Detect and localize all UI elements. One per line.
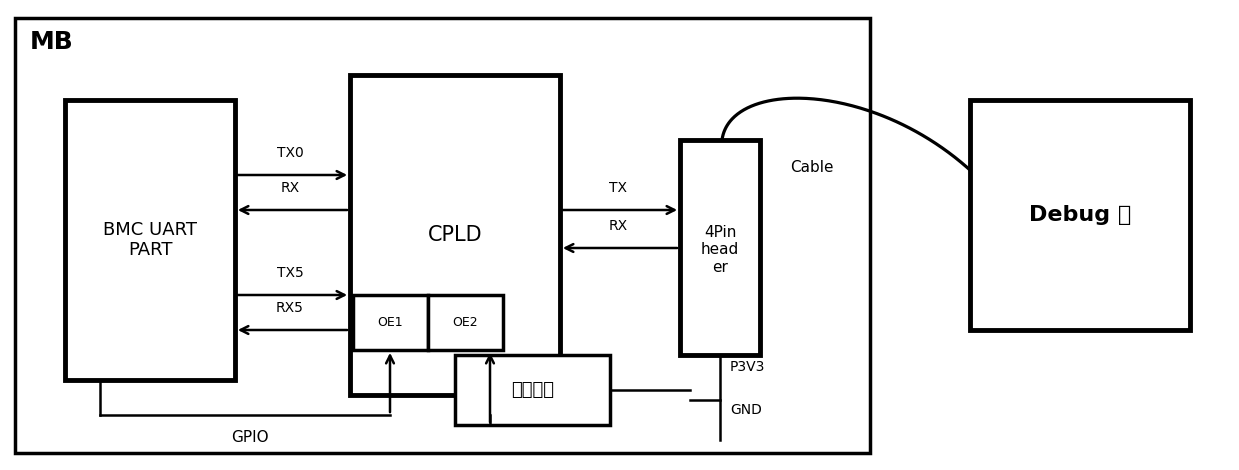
Text: MB: MB [30, 30, 74, 54]
Bar [427, 295, 503, 350]
Text: GND: GND [730, 403, 762, 417]
Bar [455, 355, 610, 425]
Text: RX: RX [280, 181, 300, 195]
Bar [680, 140, 760, 355]
Text: Cable: Cable [790, 160, 834, 175]
Bar [64, 100, 235, 380]
Text: BMC UART
PART: BMC UART PART [103, 220, 197, 259]
Text: RX: RX [608, 219, 628, 233]
Bar [970, 100, 1189, 330]
Text: CPLD: CPLD [427, 225, 482, 245]
Text: Debug 端: Debug 端 [1028, 205, 1131, 225]
Text: OE1: OE1 [377, 316, 403, 329]
Text: TX: TX [610, 181, 627, 195]
Text: TX5: TX5 [276, 266, 304, 280]
Text: P3V3: P3V3 [730, 360, 766, 374]
Bar [353, 295, 427, 350]
Text: 或门电路: 或门电路 [512, 381, 555, 399]
Text: TX0: TX0 [276, 146, 304, 160]
Text: OE2: OE2 [452, 316, 478, 329]
Text: RX5: RX5 [276, 301, 304, 315]
Text: GPIO: GPIO [232, 430, 269, 445]
Bar [349, 75, 560, 395]
Bar [15, 18, 870, 453]
Text: 4Pin
head
er: 4Pin head er [701, 225, 740, 275]
